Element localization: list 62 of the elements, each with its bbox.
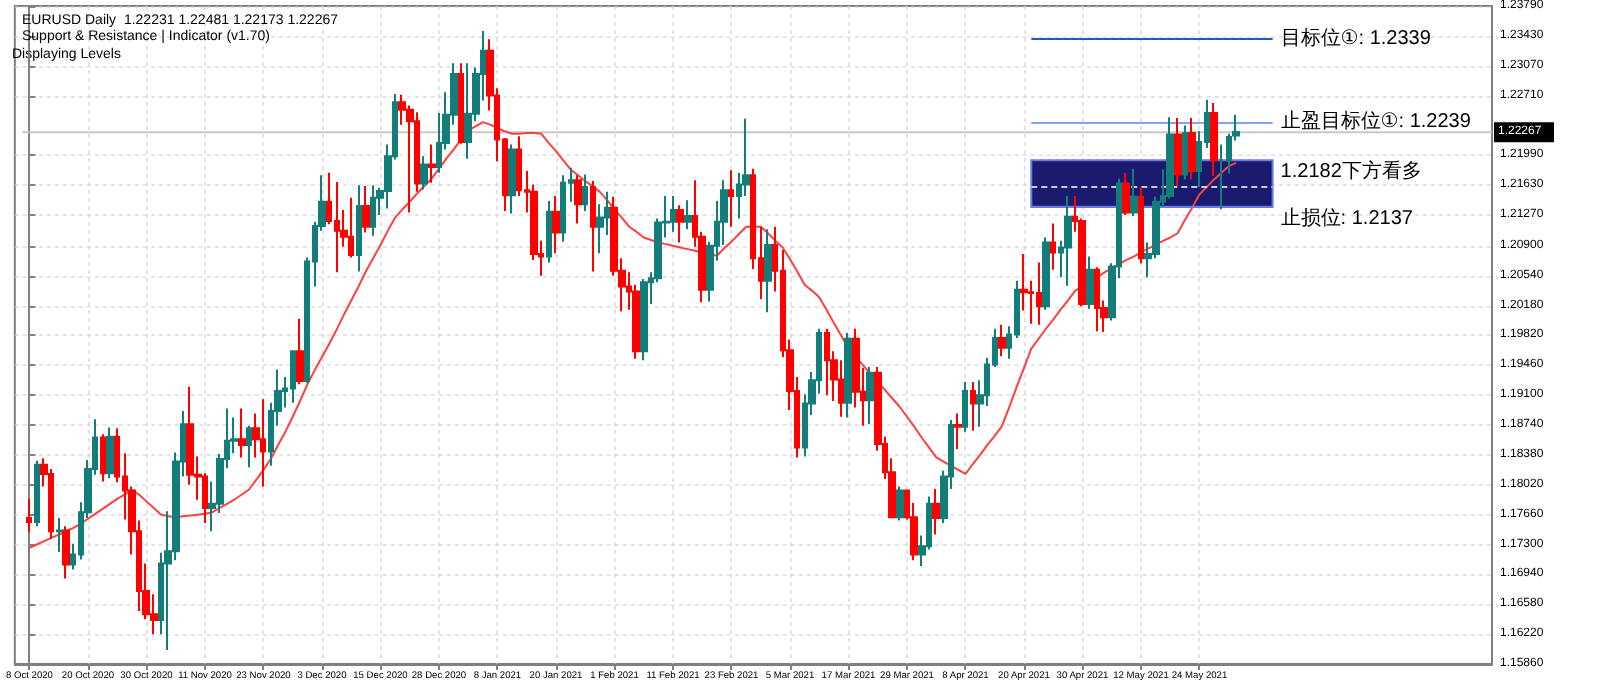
candlestick [676,204,684,244]
ref-line-label: 止损位: 1.2137 [1280,205,1414,230]
candlestick [1188,117,1196,181]
candlestick [552,195,560,255]
candlestick [296,317,304,386]
candlestick [962,380,968,433]
candlestick [574,174,582,225]
candlestick [896,485,904,522]
candlestick [1036,261,1042,326]
candlestick [34,459,40,528]
candlestick [844,331,852,419]
candlestick [1094,266,1100,333]
candlestick [334,180,340,274]
line-series [28,121,1238,549]
candlestick [458,62,464,145]
candlestick [970,380,976,432]
candlestick [590,180,596,273]
candlestick [56,516,62,553]
candlestick [260,398,266,488]
candlestick [1174,117,1182,188]
candlestick [728,169,734,228]
candlestick [1138,185,1144,265]
candlestick [684,199,692,231]
candlestick [356,184,362,273]
candlestick [838,359,844,418]
candlestick [1086,255,1094,310]
candlestick [100,433,106,483]
candlestick [362,185,370,234]
candlestick [464,62,472,160]
candlestick [420,155,428,191]
ref-line-label: 止盈目标位①: 1.2239 [1280,109,1472,134]
candlestick [106,426,114,480]
candlestick [1064,195,1072,287]
ref-line-label: 目标位①: 1.2339 [1280,26,1432,51]
candlestick [954,412,962,451]
candlestick [508,143,516,215]
candlestick [1182,124,1188,181]
candlestick [640,277,648,362]
candlestick [428,143,436,184]
candlestick [764,228,772,314]
candlestick [62,525,70,580]
candlestick [1130,167,1138,217]
candlestick [824,327,830,397]
candlestick [1210,102,1218,178]
candlestick [290,349,296,404]
candlestick [246,424,252,469]
candlestick [26,497,32,534]
candlestick [866,365,874,426]
candlestick [670,195,676,233]
candlestick [1166,116,1174,200]
candlestick [1122,171,1130,217]
candlestick [998,323,1006,358]
band-label: 1.2182下方看多 [1280,158,1422,183]
candlestick [1042,236,1050,311]
candlestick [560,174,566,243]
candlestick [238,407,246,459]
candlestick [582,173,588,212]
candlestick [348,196,354,259]
candlestick [932,487,940,536]
candlestick [546,199,552,264]
candlestick [370,184,376,237]
candlestick [1050,222,1056,271]
